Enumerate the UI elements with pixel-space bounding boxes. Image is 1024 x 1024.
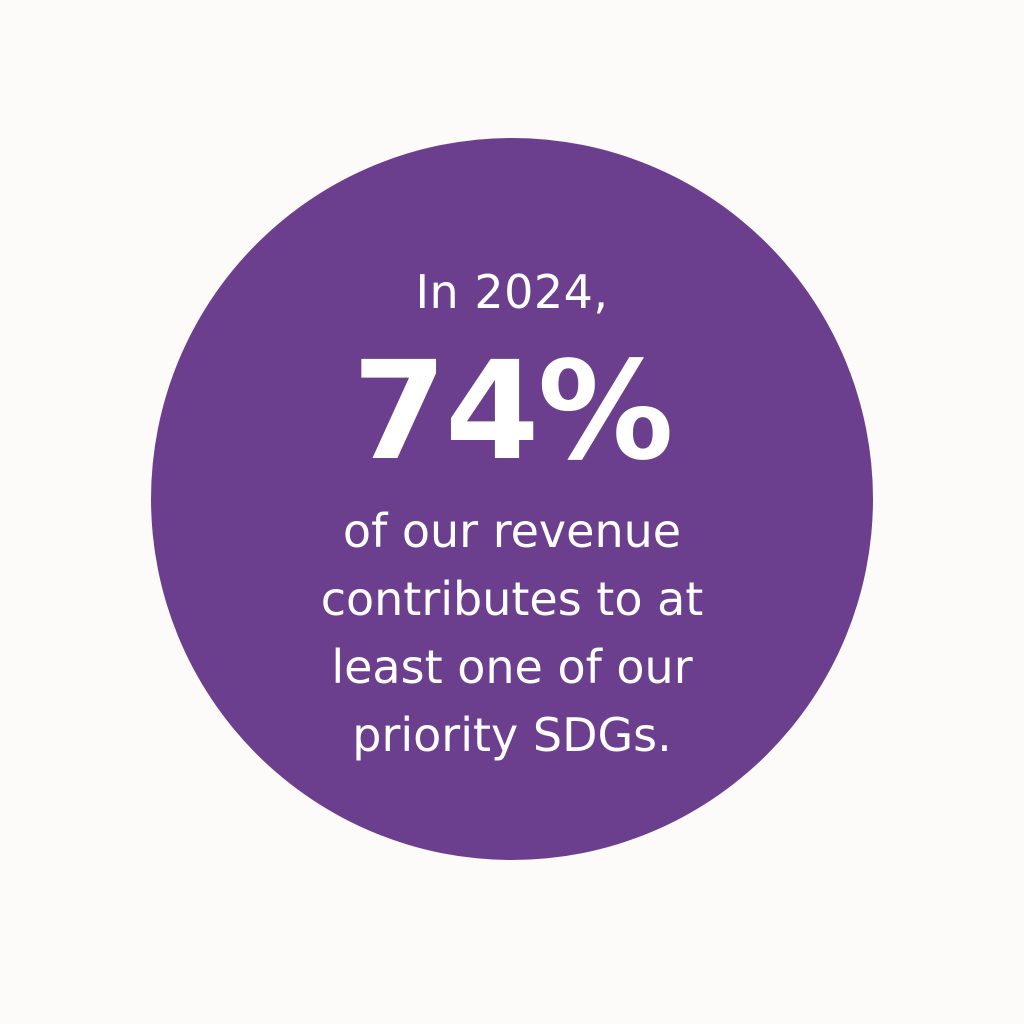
stat-description-line: priority SDGs.	[352, 708, 672, 762]
stat-description-line: least one of our	[331, 640, 693, 694]
stat-description-line: contributes to at	[320, 572, 704, 626]
stat-percentage: 74%	[352, 333, 674, 491]
stat-circle	[151, 138, 873, 860]
stat-intro-text: In 2024,	[415, 265, 609, 319]
stat-description: of our revenue contributes to at least o…	[0, 497, 1024, 769]
stat-description-line: of our revenue	[342, 504, 682, 558]
